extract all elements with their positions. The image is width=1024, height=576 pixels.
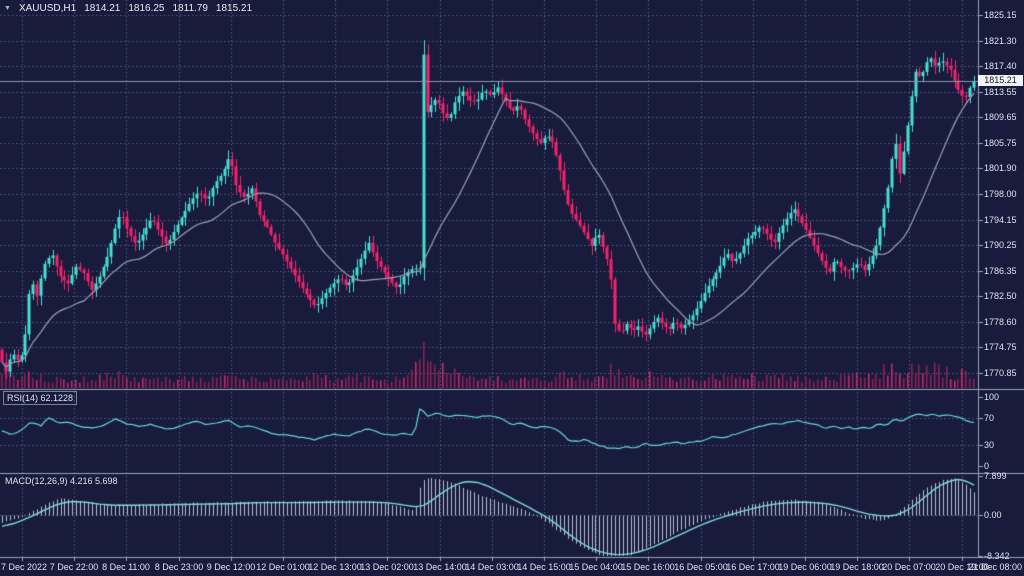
time-tick-label: 7 Dec 2022	[1, 562, 48, 572]
rsi-tick-label: 100	[984, 392, 1000, 402]
time-tick-label: 14 Dec 03:00	[465, 562, 519, 572]
time-tick-label: 19 Dec 18:00	[830, 562, 884, 572]
price-tick-label: 1817.40	[984, 61, 1017, 71]
rsi-tick-label: 70	[984, 413, 995, 423]
time-tick-label: 20 Dec 07:00	[882, 562, 936, 572]
ohlc-close-value: 1815.21	[215, 3, 253, 14]
time-tick-label: 12 Dec 01:00	[256, 562, 310, 572]
time-tick-label: 13 Dec 14:00	[413, 562, 467, 572]
price-tick-label: 1782.50	[984, 291, 1017, 301]
rsi-tick-label: 0	[984, 461, 990, 471]
price-tick-label: 1809.65	[984, 112, 1017, 122]
price-tick-label: 1801.90	[984, 163, 1017, 173]
price-tick-label: 1774.75	[984, 342, 1017, 352]
time-tick-label: 12 Dec 13:00	[308, 562, 362, 572]
price-tick-label: 1813.55	[984, 87, 1017, 97]
time-tick-label: 19 Dec 06:00	[778, 562, 832, 572]
time-tick-label: 8 Dec 23:00	[154, 562, 204, 572]
time-tick-label: 7 Dec 22:00	[49, 562, 99, 572]
macd-tick-label: -8.342	[984, 551, 1010, 561]
current-price-badge: 1815.21	[978, 75, 1023, 86]
time-tick-label: 16 Dec 17:00	[726, 562, 780, 572]
time-tick-label: 20 Dec 19:00	[935, 562, 989, 572]
rsi-tick-label: 30	[984, 440, 995, 450]
ohlc-open-value: 1814.21	[84, 3, 121, 14]
time-tick-label: 13 Dec 02:00	[360, 562, 414, 572]
rsi-indicator-label[interactable]: RSI(14) 62.1228	[3, 391, 78, 405]
time-tick-label: 14 Dec 15:00	[517, 562, 571, 572]
time-tick-label: 9 Dec 12:00	[206, 562, 256, 572]
macd-tick-label: 7.899	[984, 471, 1007, 481]
ohlc-low-value: 1811.79	[172, 3, 208, 14]
time-tick-label: 15 Dec 04:00	[569, 562, 623, 572]
time-tick-label: 15 Dec 16:00	[621, 562, 675, 572]
price-tick-label: 1794.15	[984, 215, 1017, 225]
symbol-timeframe-label: XAUUSD,H1	[18, 3, 77, 14]
price-tick-label: 1825.15	[984, 10, 1017, 20]
price-tick-label: 1805.75	[984, 138, 1017, 148]
price-tick-label: 1798.00	[984, 189, 1017, 199]
price-tick-label: 1778.60	[984, 317, 1017, 327]
price-tick-label: 1821.30	[984, 36, 1017, 46]
macd-indicator-label[interactable]: MACD(12,26,9) 4.216 5.698	[5, 476, 118, 486]
price-tick-label: 1786.35	[984, 266, 1017, 276]
time-tick-label: 16 Dec 05:00	[674, 562, 728, 572]
price-tick-label: 1790.25	[984, 240, 1017, 250]
macd-tick-label: 0.00	[984, 510, 1002, 520]
price-tick-label: 1770.85	[984, 368, 1017, 378]
ohlc-high-value: 1816.25	[128, 3, 165, 14]
time-tick-label: 8 Dec 11:00	[102, 562, 150, 572]
symbol-dropdown-icon[interactable]: ▼	[4, 5, 11, 12]
chart-title-bar: ▼ XAUUSD,H1 1814.21 1816.25 1811.79 1815…	[4, 3, 252, 15]
time-tick-label: 21 Dec 08:00	[968, 562, 1022, 572]
